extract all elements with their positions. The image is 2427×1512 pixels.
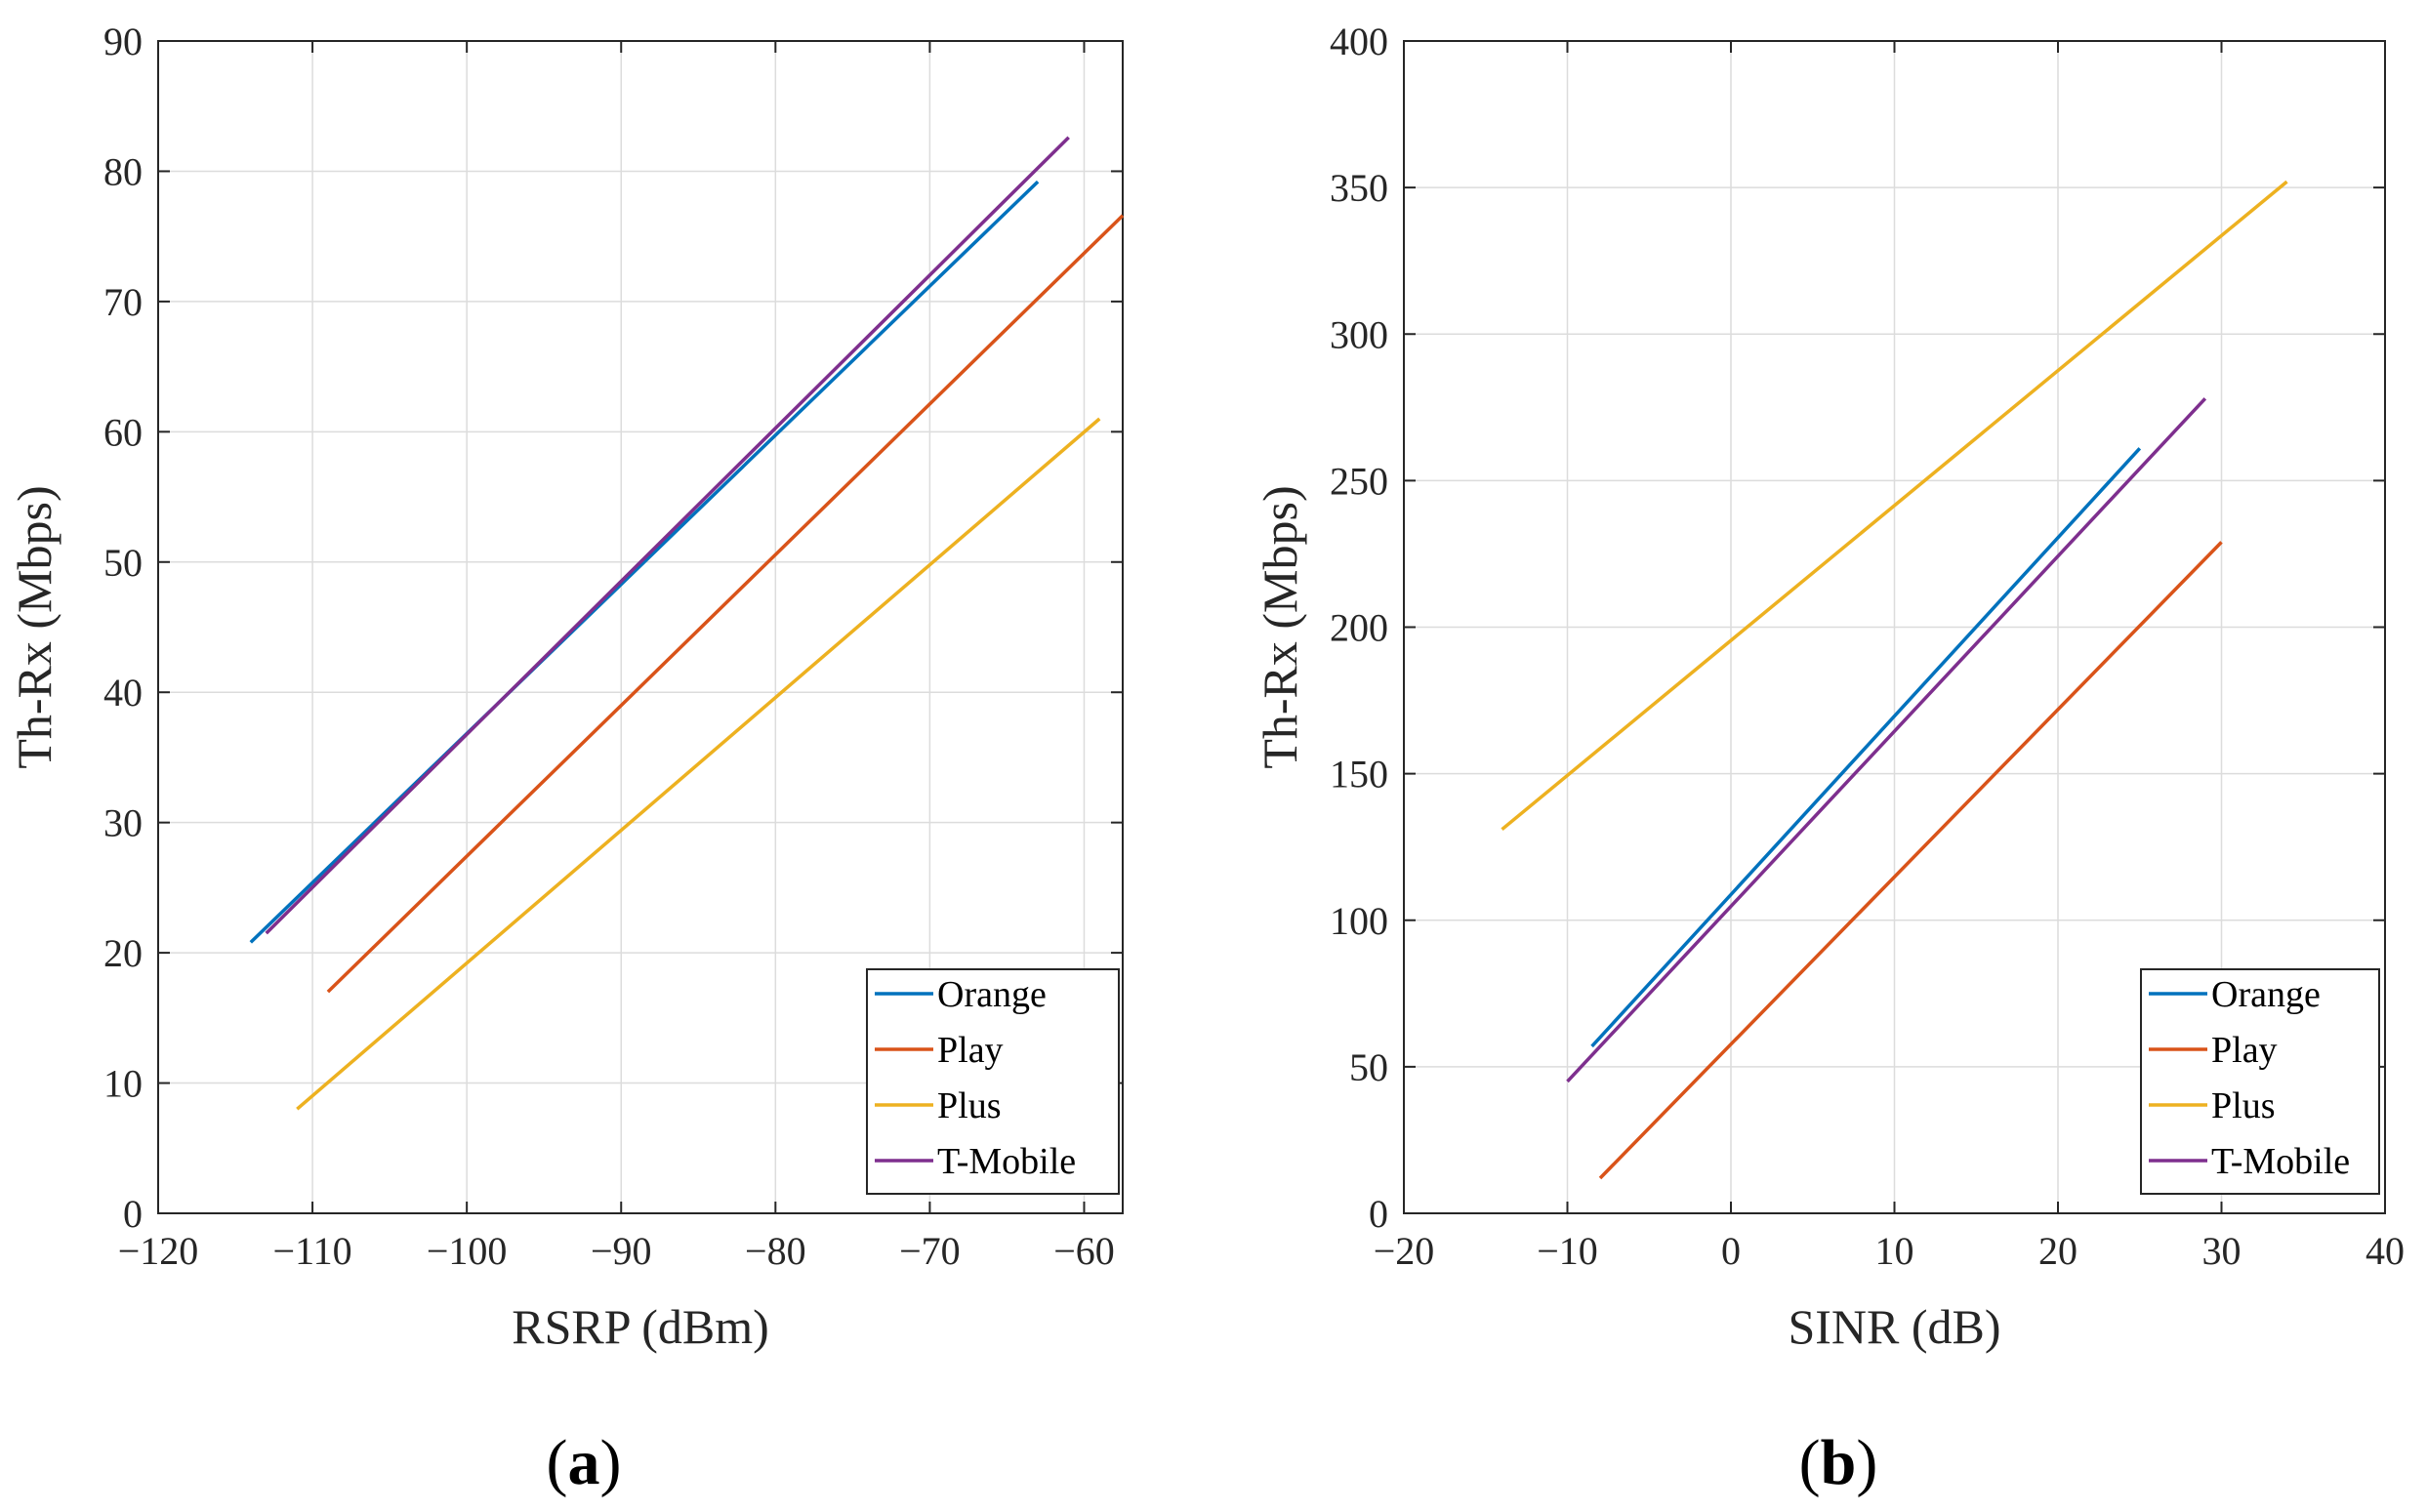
- x-tick-label: −120: [118, 1229, 199, 1273]
- y-tick-label: 50: [1349, 1045, 1388, 1089]
- y-tick-label: 300: [1330, 312, 1388, 356]
- legend-label-play: Play: [2211, 1030, 2278, 1071]
- y-axis-label: Th-Rx (Mbps): [1253, 485, 1307, 768]
- legend-label-orange: Orange: [2211, 974, 2321, 1015]
- x-tick-label: −60: [1053, 1229, 1115, 1273]
- series-line-orange: [249, 180, 1040, 944]
- x-tick-label: 10: [1875, 1229, 1914, 1273]
- y-tick-label: 150: [1330, 753, 1388, 797]
- y-tick-label: 350: [1330, 166, 1388, 210]
- series-line-plus: [296, 417, 1101, 1111]
- legend-label-t-mobile: T-Mobile: [937, 1141, 1076, 1182]
- y-tick-label: 30: [103, 801, 143, 845]
- x-tick-label: −10: [1537, 1229, 1598, 1273]
- y-tick-label: 0: [1369, 1192, 1388, 1236]
- legend-label-plus: Plus: [937, 1085, 1001, 1126]
- y-tick-label: 40: [103, 671, 143, 715]
- legend-frame: [866, 968, 1120, 1195]
- x-tick-label: −70: [899, 1229, 961, 1273]
- x-tick-label: −80: [745, 1229, 806, 1273]
- y-tick-label: 60: [103, 410, 143, 454]
- panel-caption: (b): [1799, 1427, 1878, 1498]
- series-line-plus: [1501, 180, 2288, 832]
- x-axis-label: RSRP (dBm): [512, 1299, 769, 1354]
- x-tick-label: 20: [2038, 1229, 2077, 1273]
- x-tick-label: −110: [273, 1229, 352, 1273]
- y-tick-label: 0: [123, 1192, 143, 1236]
- y-tick-label: 200: [1330, 606, 1388, 650]
- y-tick-label: 10: [103, 1062, 143, 1106]
- y-tick-label: 20: [103, 931, 143, 975]
- legend-label-t-mobile: T-Mobile: [2211, 1141, 2350, 1182]
- panel-caption: (a): [547, 1427, 622, 1498]
- y-tick-label: 80: [103, 149, 143, 193]
- x-tick-label: 40: [2365, 1229, 2405, 1273]
- chart-panel-b: −20 −10 0 10 20 30 40050100150200250300350400S…: [1253, 20, 2405, 1498]
- x-tick-label: 30: [2202, 1229, 2242, 1273]
- plot-area-frame: [157, 40, 1124, 1214]
- x-tick-label: −20: [1374, 1229, 1435, 1273]
- series-line-t-mobile: [1566, 397, 2207, 1083]
- legend-label-plus: Plus: [2211, 1085, 2275, 1126]
- x-tick-label: 0: [1721, 1229, 1741, 1273]
- y-tick-label: 70: [103, 280, 143, 324]
- legend: Orange Play Plus T-Mobile: [866, 968, 1120, 1195]
- chart-panel-a: −120 −110 −100 −90 −80 −70 −60 0 10 20 30 40 50 60 70 8…: [7, 20, 1125, 1498]
- y-tick-label: 250: [1330, 459, 1388, 503]
- legend-frame: [2140, 968, 2380, 1195]
- y-tick-label: 90: [103, 20, 143, 63]
- y-tick-label: 400: [1330, 20, 1388, 63]
- series-line-t-mobile: [265, 136, 1070, 935]
- y-axis-label: Th-Rx (Mbps): [7, 485, 62, 768]
- x-tick-label: −90: [591, 1229, 652, 1273]
- legend-label-orange: Orange: [937, 974, 1047, 1015]
- legend: Orange Play Plus T-Mobile: [2140, 968, 2380, 1195]
- legend-label-play: Play: [937, 1030, 1004, 1071]
- series-line-play: [326, 214, 1125, 994]
- y-tick-label: 50: [103, 541, 143, 585]
- y-tick-label: 100: [1330, 899, 1388, 943]
- series-line-orange: [1590, 447, 2142, 1048]
- series-line-play: [1598, 541, 2223, 1180]
- x-tick-label: −100: [427, 1229, 508, 1273]
- x-axis-label: SINR (dB): [1788, 1299, 2000, 1354]
